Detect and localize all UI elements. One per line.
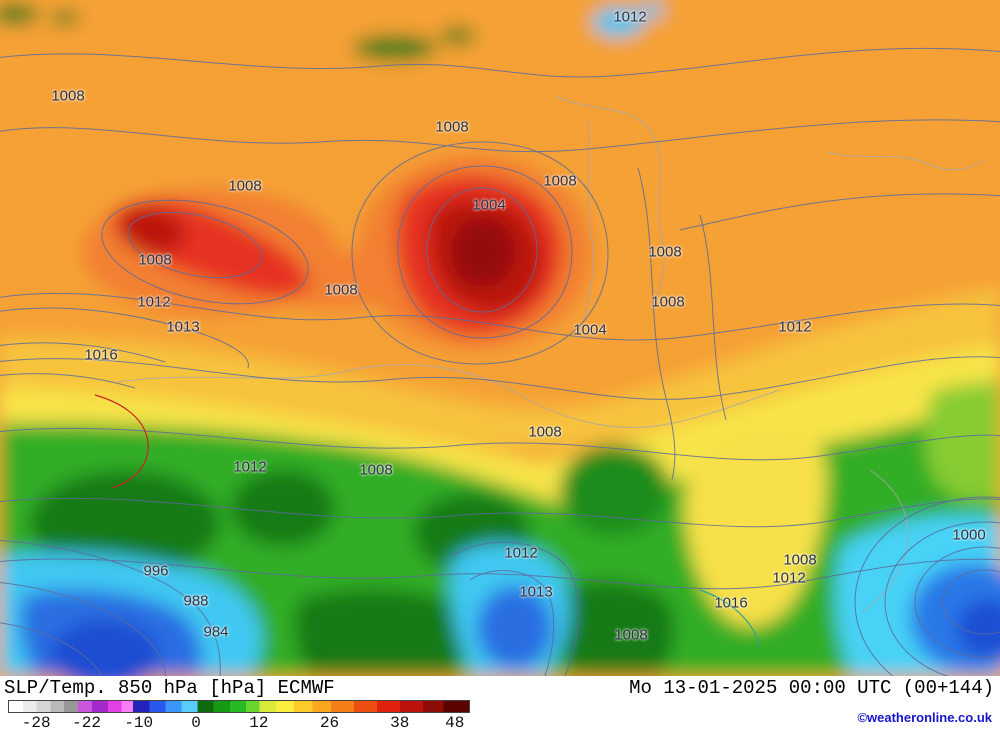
scale-tick-label: 48 <box>445 714 465 732</box>
contour-path <box>397 165 573 339</box>
field-blob <box>0 4 39 24</box>
weather-map-svg <box>0 0 1000 676</box>
coastline-path <box>861 469 909 613</box>
contour-path <box>0 582 167 676</box>
contour-path <box>451 541 580 676</box>
contour-path <box>699 214 727 421</box>
contour-path <box>0 427 1000 461</box>
coastline-path <box>827 151 985 171</box>
contour-path <box>469 570 555 676</box>
contour-path <box>0 497 1000 528</box>
map-datetime: Mo 13-01-2025 00:00 UTC (00+144) <box>629 677 994 699</box>
map-title: SLP/Temp. 850 hPa [hPa] ECMWF <box>4 677 335 699</box>
temperature-scale: -28 -22 -10 0 12 26 38 48 <box>8 700 470 732</box>
scale-tick-label: 12 <box>249 714 269 732</box>
contour-path <box>0 373 136 389</box>
field-blob <box>560 445 670 535</box>
copyright-link[interactable]: ©weatheronline.co.uk <box>857 710 992 725</box>
front-line <box>94 394 149 489</box>
field-blob <box>477 586 553 670</box>
field-blob <box>120 207 186 253</box>
contour-path <box>884 521 1000 676</box>
scale-tick-label: 38 <box>390 714 410 732</box>
field-blob <box>556 581 675 676</box>
scale-tick-label: -10 <box>124 714 154 732</box>
field-blob <box>684 427 827 628</box>
coastline-path <box>583 119 594 321</box>
contour-path <box>127 211 263 279</box>
field-blob <box>440 28 476 44</box>
contour-path <box>637 167 676 481</box>
coastline-path <box>117 364 781 428</box>
contour-path <box>426 187 538 313</box>
contour-path <box>351 141 609 365</box>
contour-path <box>0 558 1000 590</box>
contour-path <box>101 199 309 305</box>
front-lines <box>94 394 761 649</box>
field-blob <box>294 589 465 676</box>
field-blob <box>451 217 515 287</box>
contour-path <box>914 546 1000 658</box>
temperature-scale-labels: -28 -22 -10 0 12 26 38 48 <box>8 714 470 732</box>
contour-path <box>0 356 1000 400</box>
field-blob <box>30 471 220 575</box>
coastlines <box>117 95 985 613</box>
front-line <box>699 589 761 649</box>
map-area: 1012 1008 1008 1008 1008 1004 1008 1008 1008 1008… <box>0 0 1000 676</box>
field-blob <box>592 7 644 37</box>
field-blob <box>50 620 160 676</box>
contour-path <box>0 622 104 676</box>
field-blob <box>51 11 79 25</box>
scale-tick-label: 26 <box>319 714 340 732</box>
contour-path <box>854 496 1000 676</box>
contour-path <box>679 193 1000 231</box>
contour-path <box>0 119 1000 153</box>
coastline-path <box>555 95 665 311</box>
isobar-contours <box>0 47 1000 676</box>
contour-path <box>0 342 166 363</box>
scale-tick-label: -28 <box>21 714 51 732</box>
contour-path <box>0 47 1000 78</box>
scale-tick-label: 0 <box>191 714 201 732</box>
scale-tick-label: -22 <box>72 714 101 732</box>
contour-path <box>0 539 221 676</box>
temperature-field <box>0 0 1000 676</box>
field-blob <box>956 598 1000 658</box>
contour-path <box>0 292 1000 341</box>
field-blob <box>272 250 392 310</box>
field-blob <box>231 470 335 546</box>
field-blob <box>353 36 437 60</box>
contour-path <box>0 307 249 369</box>
contour-path <box>942 569 1000 635</box>
footer: SLP/Temp. 850 hPa [hPa] ECMWF Mo 13-01-2… <box>0 676 1000 733</box>
temperature-scale-bar <box>8 700 470 713</box>
field-blob <box>925 380 1000 502</box>
field-blob <box>640 2 664 18</box>
